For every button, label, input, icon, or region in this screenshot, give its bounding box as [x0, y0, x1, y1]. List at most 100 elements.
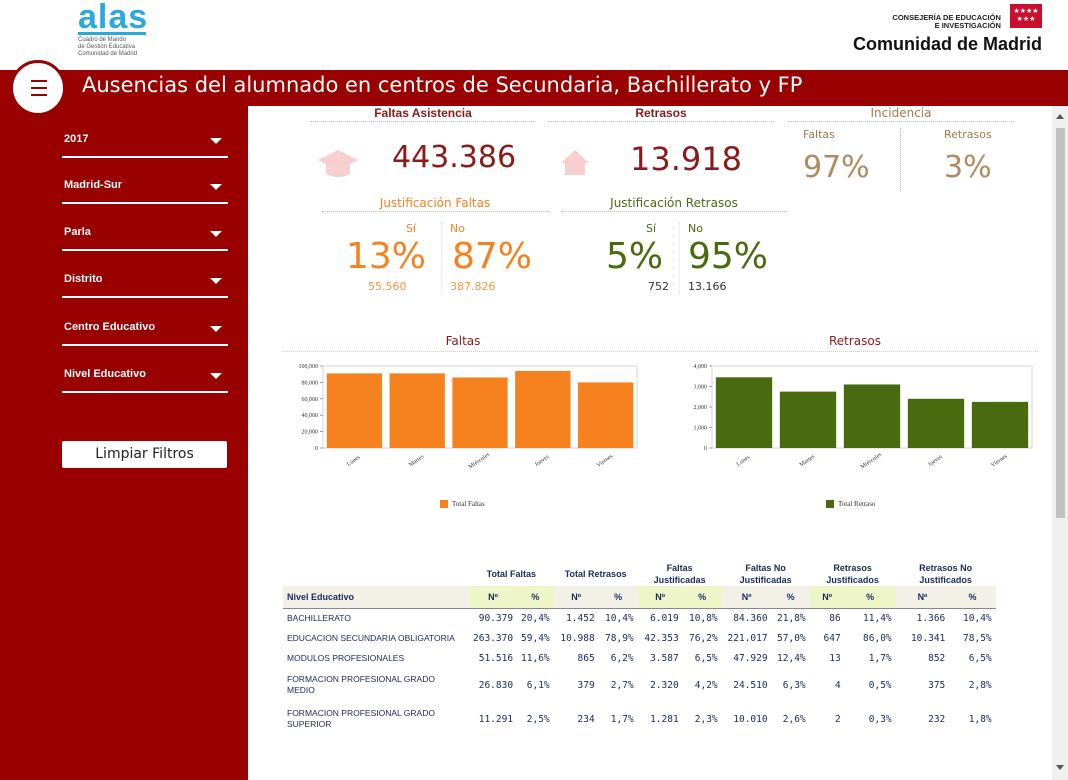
table-cell: 1,7% [868, 652, 892, 664]
scroll-thumb[interactable] [1056, 128, 1065, 518]
table-cell: 4,2% [694, 679, 718, 691]
chevron-down-icon [210, 278, 222, 284]
bar[interactable] [715, 377, 773, 448]
just-retrasos-no-label: No [688, 222, 703, 235]
table-cell: 6,5% [968, 652, 992, 664]
app-header: alas Cuadro de Mando de Gestión Educativ… [0, 0, 1068, 70]
filter-municipio-dropdown[interactable]: Parla [62, 221, 228, 251]
column-header[interactable]: % [949, 586, 996, 609]
group-header: Retrasos No Justificados [919, 563, 973, 585]
y-tick-label: 20,000 [302, 430, 319, 436]
vertical-scrollbar[interactable] [1052, 106, 1068, 780]
consejeria-line: CONSEJERÍA DE EDUCACIÓN [892, 13, 1001, 22]
filter-distrito-dropdown[interactable]: Distrito [62, 268, 228, 298]
column-header[interactable]: Nivel Educativo [283, 586, 469, 609]
chevron-down-icon [210, 184, 222, 190]
chevron-down-icon [210, 138, 222, 144]
chevron-down-icon [210, 326, 222, 332]
logo-sub-line: Cuadro de Mando [78, 37, 127, 43]
just-faltas-si-pct: 13% [346, 236, 427, 277]
group-header: Total Faltas [486, 569, 536, 579]
legend-swatch [440, 500, 448, 509]
table-row[interactable]: MODULOS PROFESIONALES 51.516 11,6% 865 6,2% 3… [283, 648, 996, 668]
legend-label: Total Retraso [838, 500, 876, 508]
table-cell: 2,3% [694, 713, 718, 725]
x-tick-label: Viernes [990, 453, 1009, 469]
bar[interactable] [326, 373, 383, 448]
logo-sub-line: Comunidad de Madrid [78, 51, 138, 57]
filter-centro-dropdown[interactable]: Centro Educativo [62, 316, 228, 346]
chevron-down-icon [210, 231, 222, 237]
table-cell: 90.379 [478, 612, 514, 624]
x-tick-label: Jueves [927, 454, 944, 468]
faltas-total-value: 443.386 [392, 140, 517, 175]
scroll-up-icon[interactable] [1056, 114, 1064, 119]
table-row[interactable]: FORMACION PROFESIONAL GRADO SUPERIOR 11.2… [283, 702, 996, 736]
table-cell: 11,4% [863, 612, 892, 624]
consejeria-line: E INVESTIGACIÓN [934, 21, 1001, 30]
incidencia-divider [900, 128, 901, 192]
column-header[interactable]: % [598, 586, 638, 609]
scroll-down-icon[interactable] [1056, 765, 1064, 770]
title-bar: Ausencias del alumnado en centros de Sec… [0, 70, 1068, 106]
just-retrasos-si-label: Sí [646, 222, 657, 235]
just-faltas-no-num: 387.826 [450, 280, 496, 293]
filter-label: Centro Educativo [64, 321, 156, 333]
bar[interactable] [843, 384, 901, 448]
filter-label: Madrid-Sur [64, 179, 123, 191]
hamburger-menu-button[interactable] [10, 60, 66, 116]
column-header[interactable]: % [844, 586, 896, 609]
hamburger-icon [31, 87, 47, 89]
incidencia-faltas-label: Faltas [803, 128, 835, 141]
table-cell: 78,9% [605, 632, 634, 644]
bar[interactable] [779, 391, 837, 448]
table-row[interactable]: EDUCACION SECUNDARIA OBLIGATORIA 263.370 5… [283, 628, 996, 648]
column-header[interactable]: Nº [553, 586, 599, 609]
y-tick-label: 0 [315, 446, 318, 452]
table-cell: 6,3% [782, 679, 806, 691]
filter-nivel-dropdown[interactable]: Nivel Educativo [62, 363, 228, 393]
table-cell: 2,8% [968, 679, 992, 691]
table-cell: 6,1% [526, 679, 550, 691]
table-cell: 232 [928, 713, 946, 725]
faltas-asistencia-heading: Faltas Asistencia [310, 106, 536, 122]
x-tick-label: Martes [408, 454, 426, 469]
table-cell: 21,8% [777, 612, 806, 624]
table-row[interactable]: FORMACION PROFESIONAL GRADO MEDIO 26.830 6… [283, 668, 996, 702]
bar[interactable] [515, 370, 571, 448]
just-retrasos-no-num: 13.166 [688, 280, 727, 293]
column-header[interactable]: % [517, 586, 554, 609]
column-header[interactable]: Nº [895, 586, 950, 609]
filter-area-dropdown[interactable]: Madrid-Sur [62, 174, 228, 204]
row-label: BACHILLERATO [287, 612, 351, 623]
column-header[interactable]: Nº [469, 586, 518, 609]
column-header[interactable]: Nº [721, 586, 772, 609]
x-tick-label: Viernes [596, 453, 615, 469]
column-header[interactable]: Nº [809, 586, 845, 609]
column-header[interactable]: % [682, 586, 722, 609]
column-header[interactable]: % [771, 586, 810, 609]
alas-logo[interactable]: alas Cuadro de Mando de Gestión Educativ… [78, 0, 168, 58]
bar[interactable] [577, 382, 634, 448]
bar[interactable] [971, 401, 1029, 448]
clear-filters-button[interactable]: Limpiar Filtros [62, 441, 227, 468]
table-cell: 78,5% [963, 632, 992, 644]
table-cell: 84.360 [733, 612, 768, 624]
comunidad-madrid-logo: CONSEJERÍA DE EDUCACIÓN E INVESTIGACIÓN … [853, 4, 1042, 55]
table-row[interactable]: BACHILLERATO 90.379 20,4% 1.452 10,4% 6.019 10… [283, 608, 996, 628]
just-retrasos-no-pct: 95% [688, 236, 769, 277]
column-header[interactable]: Nº [637, 586, 683, 609]
bar[interactable] [389, 373, 445, 448]
table-cell: 852 [928, 652, 946, 664]
filter-year-dropdown[interactable]: 2017 [62, 128, 228, 158]
bar[interactable] [907, 398, 965, 448]
incidencia-retrasos-label: Retrasos [944, 128, 992, 141]
bar[interactable] [452, 377, 508, 448]
table-cell: 10.010 [733, 713, 768, 725]
just-faltas-heading: Justificación Faltas [322, 196, 548, 212]
x-tick-label: Lunes [346, 454, 362, 468]
just-retrasos-si-num: 752 [648, 280, 669, 293]
row-label: EDUCACION SECUNDARIA OBLIGATORIA [287, 632, 455, 643]
just-faltas-divider [441, 222, 442, 294]
table-cell: 234 [577, 713, 595, 725]
